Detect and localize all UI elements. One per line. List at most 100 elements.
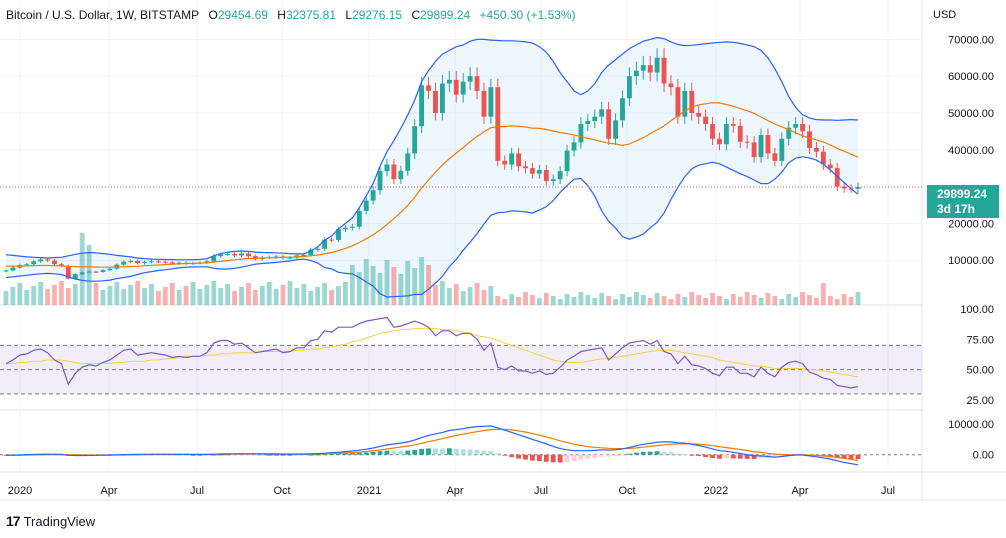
candle-body bbox=[79, 272, 85, 275]
macd-histogram-bar bbox=[717, 454, 722, 459]
macd-histogram-bar bbox=[571, 454, 577, 462]
macd-histogram-bar bbox=[315, 454, 321, 456]
time-tick-label: Jul bbox=[881, 485, 895, 497]
volume-bar bbox=[800, 292, 806, 305]
open-label: O bbox=[208, 8, 218, 22]
candle-body bbox=[536, 170, 542, 174]
candle-body bbox=[398, 170, 404, 180]
candle-body bbox=[3, 270, 9, 272]
rsi-tick-label: 25.00 bbox=[966, 395, 994, 407]
macd-histogram-bar bbox=[391, 450, 397, 455]
volume-bar bbox=[793, 297, 799, 305]
volume-bar bbox=[516, 297, 522, 305]
volume-bar bbox=[633, 292, 639, 305]
volume-bar bbox=[647, 298, 653, 305]
volume-bar bbox=[723, 299, 729, 305]
macd-histogram-bar bbox=[737, 454, 743, 459]
volume-bar bbox=[169, 283, 175, 305]
volume-bar bbox=[266, 282, 272, 305]
macd-histogram-bar bbox=[183, 454, 189, 456]
candle-body bbox=[578, 124, 584, 143]
candle-body bbox=[599, 109, 605, 117]
candle-body bbox=[814, 147, 819, 152]
volume-bar bbox=[439, 281, 445, 305]
volume-bar bbox=[599, 293, 605, 305]
macd-histogram-bar bbox=[287, 454, 293, 456]
macd-histogram-bar bbox=[689, 454, 695, 456]
volume-bar bbox=[564, 294, 570, 305]
volume-bar bbox=[349, 265, 355, 305]
macd-histogram-bar bbox=[640, 451, 646, 455]
volume-bar bbox=[536, 298, 542, 305]
tradingview-brand[interactable]: 17 TradingView bbox=[6, 513, 95, 529]
macd-histogram-bar bbox=[723, 454, 729, 459]
candle-body bbox=[370, 190, 376, 201]
volume-bar bbox=[3, 291, 9, 305]
candle-body bbox=[419, 85, 425, 127]
volume-bar bbox=[668, 299, 674, 305]
candle-body bbox=[675, 87, 681, 117]
macd-histogram-bar bbox=[523, 454, 528, 460]
volume-bar bbox=[259, 286, 265, 305]
volume-bar bbox=[31, 286, 37, 305]
volume-bar bbox=[183, 286, 189, 305]
macd-histogram-bar bbox=[329, 453, 334, 455]
volume-bar bbox=[218, 288, 224, 305]
volume-bar bbox=[772, 296, 778, 305]
macd-histogram-bar bbox=[218, 454, 224, 456]
candle-body bbox=[682, 90, 688, 117]
candle-body bbox=[730, 124, 736, 126]
candle-body bbox=[128, 260, 134, 262]
macd-histogram-bar bbox=[495, 453, 501, 455]
candle-body bbox=[405, 153, 411, 171]
volume-bar bbox=[661, 296, 667, 305]
volume-bar bbox=[474, 283, 480, 305]
macd-histogram-bar bbox=[246, 454, 251, 456]
volume-bar bbox=[315, 287, 321, 305]
candle-body bbox=[460, 81, 466, 95]
candle-body bbox=[169, 262, 175, 264]
candle-body bbox=[142, 262, 147, 264]
candle-body bbox=[654, 57, 660, 73]
macd-histogram-bar bbox=[661, 451, 667, 455]
candle-body bbox=[204, 261, 210, 263]
macd-histogram-bar bbox=[225, 454, 231, 456]
volume-bar bbox=[543, 293, 549, 305]
candle-body bbox=[502, 160, 508, 165]
candle-body bbox=[315, 248, 321, 250]
macd-histogram-bar bbox=[543, 454, 549, 462]
candle-body bbox=[246, 253, 251, 257]
time-tick-label: Jul bbox=[190, 485, 204, 497]
candle-body bbox=[225, 253, 231, 255]
volume-bar bbox=[640, 295, 646, 305]
candle-body bbox=[758, 135, 764, 158]
candle-body bbox=[232, 253, 238, 256]
macd-histogram-bar bbox=[453, 448, 459, 455]
candle-body bbox=[301, 255, 307, 257]
macd-histogram-bar bbox=[460, 449, 466, 455]
time-tick-label: Oct bbox=[618, 485, 635, 497]
candle-body bbox=[474, 76, 480, 91]
candle-body bbox=[453, 79, 459, 95]
volume-bar bbox=[751, 295, 757, 305]
volume-bar bbox=[398, 274, 404, 305]
open-value: 29454.69 bbox=[217, 8, 268, 22]
volume-bar bbox=[557, 299, 563, 305]
macd-histogram-bar bbox=[536, 454, 542, 462]
volume-bar bbox=[820, 283, 826, 305]
macd-histogram-bar bbox=[744, 454, 750, 459]
volume-bar bbox=[502, 299, 508, 305]
volume-bar bbox=[654, 293, 660, 305]
macd-histogram-bar bbox=[848, 454, 854, 459]
macd-histogram-bar bbox=[557, 454, 563, 463]
volume-bar bbox=[550, 296, 556, 305]
macd-histogram-bar bbox=[710, 454, 715, 459]
volume-bar bbox=[86, 245, 92, 305]
volume-bar bbox=[613, 299, 618, 305]
macd-histogram-bar bbox=[779, 454, 785, 457]
time-tick-label: Apr bbox=[446, 485, 463, 497]
volume-bar bbox=[827, 296, 833, 305]
volume-bar bbox=[606, 296, 612, 305]
chart-title: Bitcoin / U.S. Dollar, 1W, BITSTAMP bbox=[6, 8, 200, 22]
